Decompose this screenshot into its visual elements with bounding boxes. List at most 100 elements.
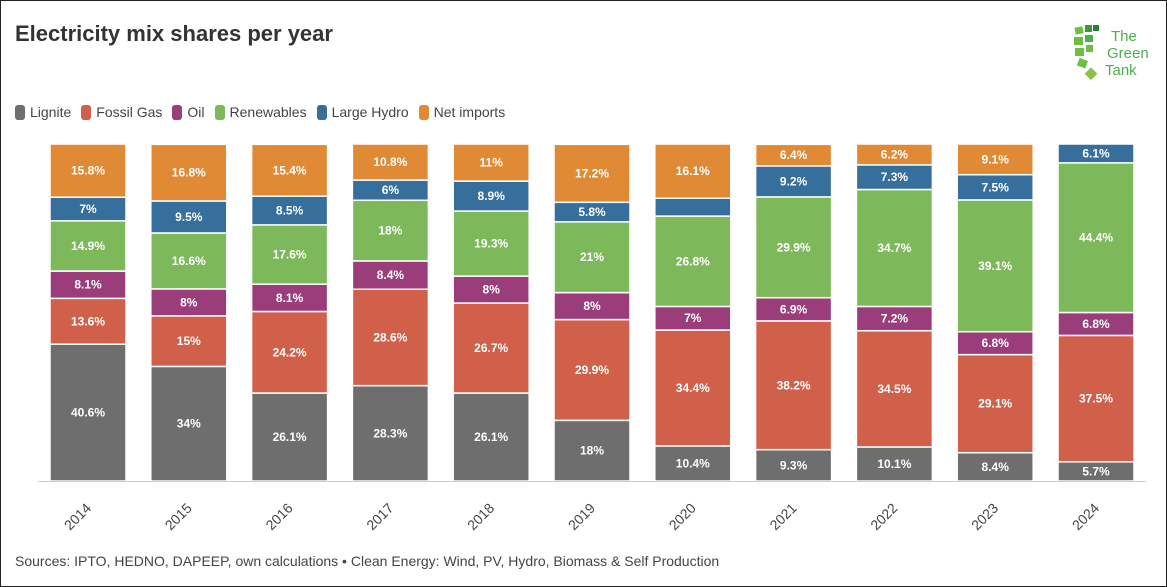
x-tick-label: 2024 [1069, 500, 1102, 533]
data-label: 8.9% [478, 189, 506, 203]
data-label: 8.1% [276, 291, 304, 305]
bar-segment-net-imports-2018[interactable] [452, 143, 530, 182]
bar-segment-net-imports-2020[interactable] [654, 143, 732, 200]
data-label: 26.1% [273, 430, 307, 444]
data-label: 6.2% [881, 147, 909, 161]
legend-swatch [172, 104, 183, 120]
x-tick-label: 2022 [867, 500, 900, 533]
legend-item-lignite[interactable]: Lignite [15, 104, 71, 120]
bar-segment-renewables-2020[interactable] [654, 215, 732, 308]
bar-segment-oil-2019[interactable] [553, 291, 631, 321]
bar-segment-fossil-gas-2019[interactable] [553, 318, 631, 422]
x-tick-label: 2016 [262, 500, 295, 533]
bar-segment-lignite-2014[interactable] [49, 343, 127, 482]
bar-segment-fossil-gas-2024[interactable] [1057, 334, 1135, 463]
data-label: 17.2% [575, 166, 609, 180]
data-label: 39.1% [978, 259, 1012, 273]
data-label: 10.8% [373, 155, 407, 169]
data-label: 8.4% [982, 460, 1010, 474]
bar-segment-renewables-2015[interactable] [150, 232, 228, 290]
the-green-tank-logo: The Green Tank [1074, 25, 1149, 81]
bar-segment-net-imports-2021[interactable] [754, 143, 833, 167]
data-label: 34.5% [877, 382, 911, 396]
bar-segment-fossil-gas-2020[interactable] [654, 329, 732, 447]
bar-segment-lignite-2016[interactable] [250, 392, 329, 482]
data-label: 14.9% [71, 239, 105, 253]
bar-segment-net-imports-2016[interactable] [250, 143, 329, 197]
bar-segment-lignite-2018[interactable] [452, 392, 530, 482]
legend: Lignite Fossil Gas Oil Renewables Large Hydr… [15, 104, 505, 120]
data-label: 40.6% [71, 406, 105, 420]
legend-swatch [81, 104, 92, 120]
data-label: 28.3% [373, 426, 407, 440]
data-label: 8% [583, 299, 601, 313]
bar-segment-net-imports-2017[interactable] [351, 143, 430, 181]
bar-segment-lignite-2017[interactable] [351, 384, 430, 482]
bar-segment-fossil-gas-2014[interactable] [49, 297, 127, 345]
legend-item-large-hydro[interactable]: Large Hydro [316, 104, 409, 120]
bar-segment-renewables-2018[interactable] [452, 210, 530, 277]
bar-segment-renewables-2021[interactable] [754, 196, 833, 299]
legend-label: Fossil Gas [96, 104, 163, 120]
svg-text:Tank: Tank [1105, 62, 1137, 79]
bar-segment-renewables-2022[interactable] [855, 188, 934, 308]
bar-segment-large-hydro-2023[interactable] [956, 173, 1034, 201]
bar-segment-oil-2017[interactable] [351, 260, 430, 290]
data-label: 26.7% [474, 341, 508, 355]
bar-segment-net-imports-2014[interactable] [49, 143, 127, 198]
data-label: 34.7% [877, 241, 911, 255]
bar-segment-net-imports-2015[interactable] [150, 143, 228, 202]
data-label: 15% [177, 334, 201, 348]
bar-segment-fossil-gas-2015[interactable] [150, 315, 228, 368]
bar-segment-large-hydro-2024[interactable] [1057, 143, 1135, 164]
bar-segment-fossil-gas-2021[interactable] [754, 320, 833, 451]
legend-item-fossil-gas[interactable]: Fossil Gas [81, 104, 162, 120]
bar-segment-renewables-2024[interactable] [1057, 162, 1135, 314]
bar-segment-renewables-2016[interactable] [250, 224, 329, 285]
data-label: 16.1% [676, 164, 710, 178]
data-label: 17.6% [273, 248, 307, 262]
legend-item-renewables[interactable]: Renewables [214, 104, 307, 120]
bar-segment-oil-2022[interactable] [855, 305, 934, 332]
data-label: 7.5% [982, 180, 1010, 194]
svg-text:Green: Green [1107, 45, 1149, 62]
bar-segment-fossil-gas-2022[interactable] [855, 329, 934, 448]
bar-segment-lignite-2021[interactable] [754, 448, 833, 482]
bar-segment-large-hydro-2021[interactable] [754, 165, 833, 198]
legend-item-net-imports[interactable]: Net imports [418, 104, 506, 120]
x-tick-label: 2014 [61, 500, 94, 533]
bar-segment-renewables-2014[interactable] [49, 220, 127, 272]
legend-item-oil[interactable]: Oil [172, 104, 205, 120]
legend-swatch [214, 104, 225, 120]
data-label: 7% [684, 311, 702, 325]
data-label: 29.9% [777, 240, 811, 254]
bar-segment-net-imports-2019[interactable] [553, 143, 631, 204]
data-label: 8% [180, 295, 198, 309]
bar-segment-fossil-gas-2016[interactable] [250, 310, 329, 394]
bar-segment-large-hydro-2020[interactable] [654, 197, 732, 217]
x-tick-label: 2017 [363, 500, 396, 533]
data-label: 28.6% [373, 330, 407, 344]
bar-segment-net-imports-2022[interactable] [855, 143, 934, 166]
bar-segment-oil-2015[interactable] [150, 288, 228, 317]
stacked-bar-chart: 40.6% 13.6% 8.1% 14.9% 7% 15.8% 2014 34% 15% 8% 16… [38, 143, 1146, 533]
bar-segment-oil-2018[interactable] [452, 275, 530, 304]
legend-label: Net imports [433, 104, 506, 120]
data-label: 29.1% [978, 397, 1012, 411]
legend-swatch [15, 104, 25, 120]
data-label: 10.1% [877, 457, 911, 471]
bar-segment-renewables-2023[interactable] [956, 199, 1034, 333]
bar-segment-net-imports-2023[interactable] [956, 143, 1034, 176]
bar-segment-lignite-2020[interactable] [654, 445, 732, 482]
x-tick-label: 2018 [464, 500, 497, 533]
data-label: 19.3% [474, 237, 508, 251]
bar-segment-large-hydro-2016[interactable] [250, 195, 329, 226]
bar-segment-renewables-2019[interactable] [553, 221, 631, 294]
data-label: 8% [483, 283, 501, 297]
data-label: 7% [79, 202, 97, 216]
data-label: 7.2% [881, 312, 909, 326]
data-label: 44.4% [1079, 231, 1113, 245]
data-label: 6.8% [982, 336, 1010, 350]
legend-label: Oil [187, 104, 205, 120]
bar-segment-fossil-gas-2017[interactable] [351, 288, 430, 387]
